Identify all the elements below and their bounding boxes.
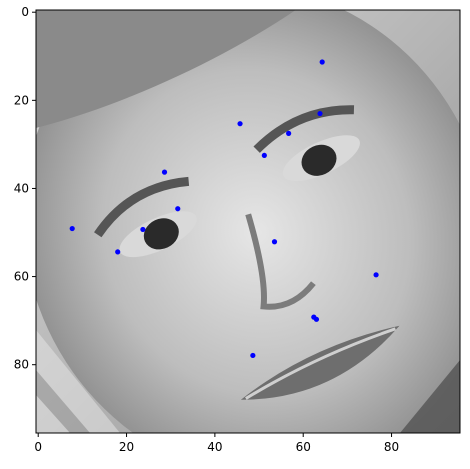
y-tick-label: 0 [21,5,29,19]
scatter-point [161,169,168,175]
y-tick-label: 40 [14,181,29,195]
scatter-point [286,130,292,136]
y-tick-label: 20 [14,93,29,107]
scatter-point [313,316,320,322]
x-tick-label: 0 [34,440,42,454]
x-tick-label: 40 [207,440,222,454]
x-tick-label: 20 [119,440,134,454]
scatter-point [373,272,379,278]
scatter-point [261,152,267,159]
scatter-point [175,206,181,212]
scatter-point [250,352,256,359]
scatter-point [140,226,146,233]
x-axis: 0 20 40 60 80 [34,433,399,454]
x-tick-label: 60 [296,440,311,454]
scatter-point [317,110,323,117]
scatter-point [237,121,243,127]
scatter-point [271,239,278,245]
y-tick-label: 80 [14,358,29,372]
x-tick-label: 80 [384,440,399,454]
scatter-point [115,249,121,255]
plot-area [35,9,461,434]
scatter-point [319,59,325,65]
y-tick-label: 60 [14,270,29,284]
scatter-series [69,59,379,359]
y-axis: 0 20 40 60 80 [14,5,36,372]
scatter-point [69,225,75,232]
